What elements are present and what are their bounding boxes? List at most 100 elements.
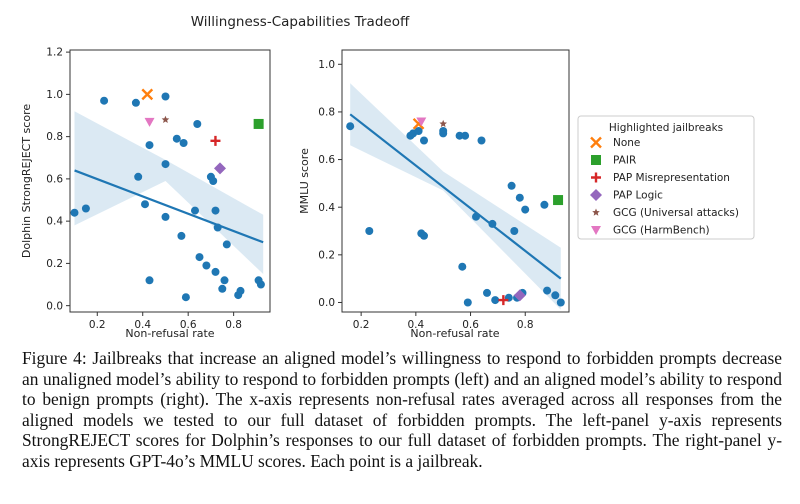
right-data-point	[507, 181, 516, 190]
right-data-point	[346, 122, 355, 131]
left-data-point	[222, 240, 231, 249]
right-points	[346, 122, 565, 307]
left-y-tick-label: 0.0	[46, 300, 63, 312]
left-points	[70, 92, 265, 302]
right-highlight-gcg-harmbench	[416, 117, 427, 127]
left-data-point	[161, 92, 170, 101]
right-regression	[349, 113, 562, 280]
legend-marker-pap-logic	[590, 189, 602, 201]
left-x-axis-label: Non-refusal rate	[125, 327, 214, 340]
right-data-point	[463, 298, 472, 307]
legend-label-pap-misrepresentation: PAP Misrepresentation	[613, 172, 730, 184]
left-y-tick-label: 1.0	[46, 89, 63, 101]
left-highlight-pair	[253, 118, 264, 129]
left-highlight-gcg-universal-attacks	[161, 115, 170, 123]
legend-label-pair: PAIR	[613, 155, 636, 167]
left-y-tick-label: 0.8	[46, 131, 63, 143]
legend-entries: None PAIR PAP Misrepresentation PAP Logic GC…	[590, 136, 739, 237]
left-data-point	[191, 206, 199, 215]
figure: Willingness-Capabilities Tradeoff 0.2 0.4…	[20, 14, 755, 340]
right-y-tick-label: 0.6	[318, 154, 335, 166]
right-x-tick-label: 0.6	[462, 319, 479, 331]
right-y-axis-label: MMLU score	[298, 148, 311, 214]
right-highlight-pap-logic	[513, 289, 526, 302]
left-y-tick-label: 1.2	[46, 47, 63, 59]
left-x-tick-label: 0.2	[89, 319, 106, 331]
left-data-point	[220, 276, 229, 285]
left-x-tick-label: 0.8	[225, 319, 242, 331]
right-x-axis-label: Non-refusal rate	[410, 327, 499, 340]
left-data-point	[134, 172, 143, 181]
left-data-point	[211, 267, 220, 276]
right-regression-line	[349, 113, 562, 280]
left-data-point	[181, 293, 190, 302]
right-data-point	[483, 288, 491, 297]
right-data-point	[515, 193, 524, 202]
legend-marker-pair	[591, 155, 601, 165]
left-y-axis-label: Dolphin StrongREJECT score	[20, 104, 33, 258]
left-data-point	[209, 177, 218, 185]
left-data-point	[179, 139, 188, 147]
left-data-point	[70, 208, 79, 217]
left-data-point	[100, 96, 109, 105]
left-data-point	[141, 200, 149, 209]
right-panel: 0.2 0.4 0.6 0.8 0.0 0.2 0.4 0.6 0.8 1.0 Non-refu…	[298, 49, 570, 340]
right-data-point	[491, 296, 500, 305]
legend-label-gcg-universal-attacks: GCG (Universal attacks)	[613, 207, 739, 219]
left-confidence-band	[74, 111, 264, 274]
left-data-point	[236, 286, 245, 295]
right-y-tick-label: 0.8	[318, 107, 335, 119]
right-highlight-gcg-universal-attacks	[439, 119, 447, 128]
left-data-point	[218, 284, 227, 293]
left-data-point	[172, 134, 181, 143]
left-data-point	[161, 212, 170, 221]
right-data-point	[414, 127, 423, 135]
right-data-point	[439, 127, 448, 135]
right-data-point	[365, 227, 374, 235]
right-data-point	[540, 200, 549, 209]
right-data-point	[543, 286, 552, 295]
left-highlight-none	[141, 88, 154, 101]
left-y-tick-label: 0.2	[46, 258, 63, 270]
legend-box	[577, 115, 755, 240]
left-data-point	[213, 223, 222, 232]
right-y-ticks: 0.0 0.2 0.4 0.6 0.8 1.0	[318, 59, 342, 309]
left-regression-line	[74, 169, 264, 244]
left-data-point	[131, 98, 140, 107]
right-data-point	[420, 231, 428, 240]
legend-label-pap-logic: PAP Logic	[613, 190, 663, 202]
left-panel: 0.2 0.4 0.6 0.8 0.0 0.2 0.4 0.6 0.8 1.0 1.2 Non-r…	[20, 47, 271, 340]
right-x-tick-label: 0.4	[407, 319, 424, 331]
left-x-tick-label: 0.6	[180, 319, 197, 331]
right-x-tick-label: 0.2	[353, 319, 370, 331]
right-data-point	[455, 131, 464, 140]
right-highlight-pair	[553, 195, 564, 206]
figure-title: Willingness-Capabilities Tradeoff	[191, 14, 410, 30]
figure-caption: Figure 4: Jailbreaks that increase an al…	[22, 348, 782, 471]
right-y-tick-label: 0.2	[318, 249, 335, 261]
left-highlights	[141, 88, 264, 175]
right-data-point	[488, 219, 497, 228]
left-data-point	[193, 120, 202, 128]
left-highlight-pap-misrepresentation	[210, 135, 221, 146]
left-data-point	[177, 231, 186, 240]
right-y-tick-label: 0.4	[318, 202, 335, 214]
right-data-point	[510, 227, 519, 235]
right-data-point	[556, 298, 565, 307]
right-data-point	[551, 291, 560, 300]
legend-title: Highlighted jailbreaks	[609, 122, 723, 134]
left-highlight-pap-logic	[214, 162, 226, 175]
legend-marker-gcg-harmbench	[591, 226, 601, 235]
left-regression	[74, 169, 264, 244]
right-x-ticks: 0.2 0.4 0.6 0.8	[353, 312, 534, 331]
right-y-tick-label: 0.0	[318, 297, 335, 309]
left-data-point	[256, 280, 265, 289]
left-highlight-gcg-harmbench	[144, 117, 155, 127]
right-data-point	[472, 212, 480, 221]
legend-label-none: None	[613, 137, 640, 149]
right-data-point	[461, 131, 470, 140]
left-data-point	[145, 141, 154, 150]
legend: Highlighted jailbreaks None PAIR PAP Misre…	[577, 115, 755, 240]
right-data-point	[420, 136, 428, 145]
right-highlight-pap-misrepresentation	[498, 295, 509, 306]
